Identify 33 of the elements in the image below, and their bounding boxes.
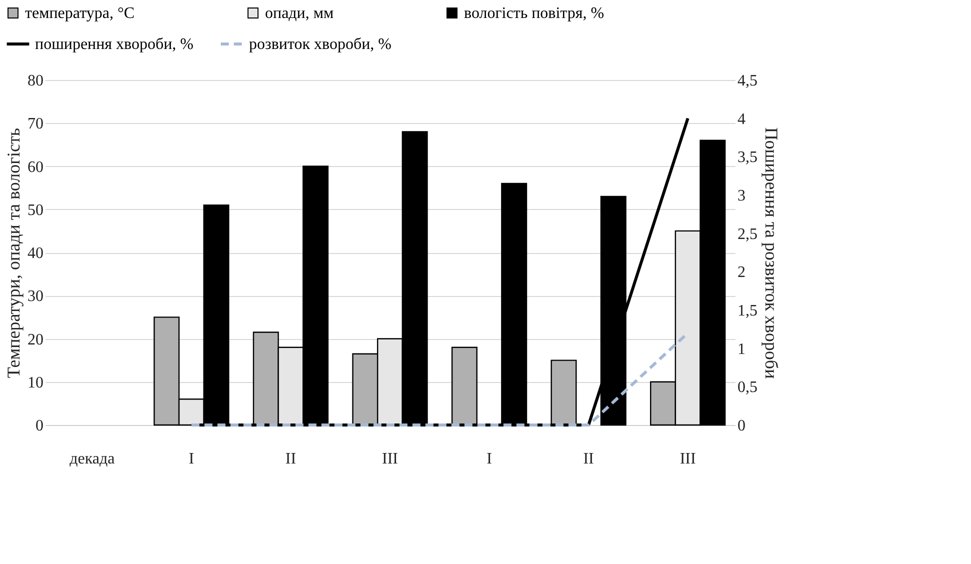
y-tick-label: 10 <box>28 374 44 392</box>
y-tick-label: 80 <box>28 72 44 90</box>
y-tick-label: 70 <box>28 116 44 133</box>
y2-tick-label: 3,5 <box>738 149 758 166</box>
x-tick-label: II <box>583 450 594 468</box>
y2-tick-label: 4 <box>738 110 746 128</box>
y-tick-label: 0 <box>36 418 44 434</box>
y-tick-label: 20 <box>28 331 44 348</box>
x-tick-label: I <box>188 450 194 468</box>
legend-label: розвиток хвороби, % <box>249 36 392 53</box>
y-axis-title: Температури, опади та вологість <box>4 128 24 378</box>
x-tick-label: II <box>285 450 296 468</box>
y-tick-label: 50 <box>28 202 44 219</box>
y2-tick-label: 3 <box>738 188 746 204</box>
legend-label: вологість повітря, % <box>464 5 604 22</box>
x-tick-label: I <box>486 450 492 468</box>
x-tick-label: III <box>382 450 398 468</box>
y2-tick-label: 4,5 <box>738 72 758 90</box>
y2-tick-label: 0 <box>738 418 746 434</box>
x-tick-label: III <box>680 450 696 468</box>
y2-tick-label: 2,5 <box>738 226 758 243</box>
x-tick-label: декада <box>70 450 115 468</box>
y2-tick-label: 0,5 <box>738 379 758 396</box>
y-tick-label: 30 <box>28 288 44 306</box>
y2-tick-label: 1,5 <box>738 302 758 320</box>
y-tick-label: 40 <box>28 245 44 262</box>
y2-tick-label: 2 <box>738 264 746 282</box>
y2-tick-label: 1 <box>738 340 746 358</box>
legend-label: поширення хвороби, % <box>35 36 194 53</box>
legend-label: опади, мм <box>265 5 334 22</box>
y2-axis-title: Поширення та розвиток хвороби <box>762 127 782 380</box>
legend-label: температура, °C <box>25 5 135 22</box>
y-tick-label: 60 <box>28 158 44 176</box>
